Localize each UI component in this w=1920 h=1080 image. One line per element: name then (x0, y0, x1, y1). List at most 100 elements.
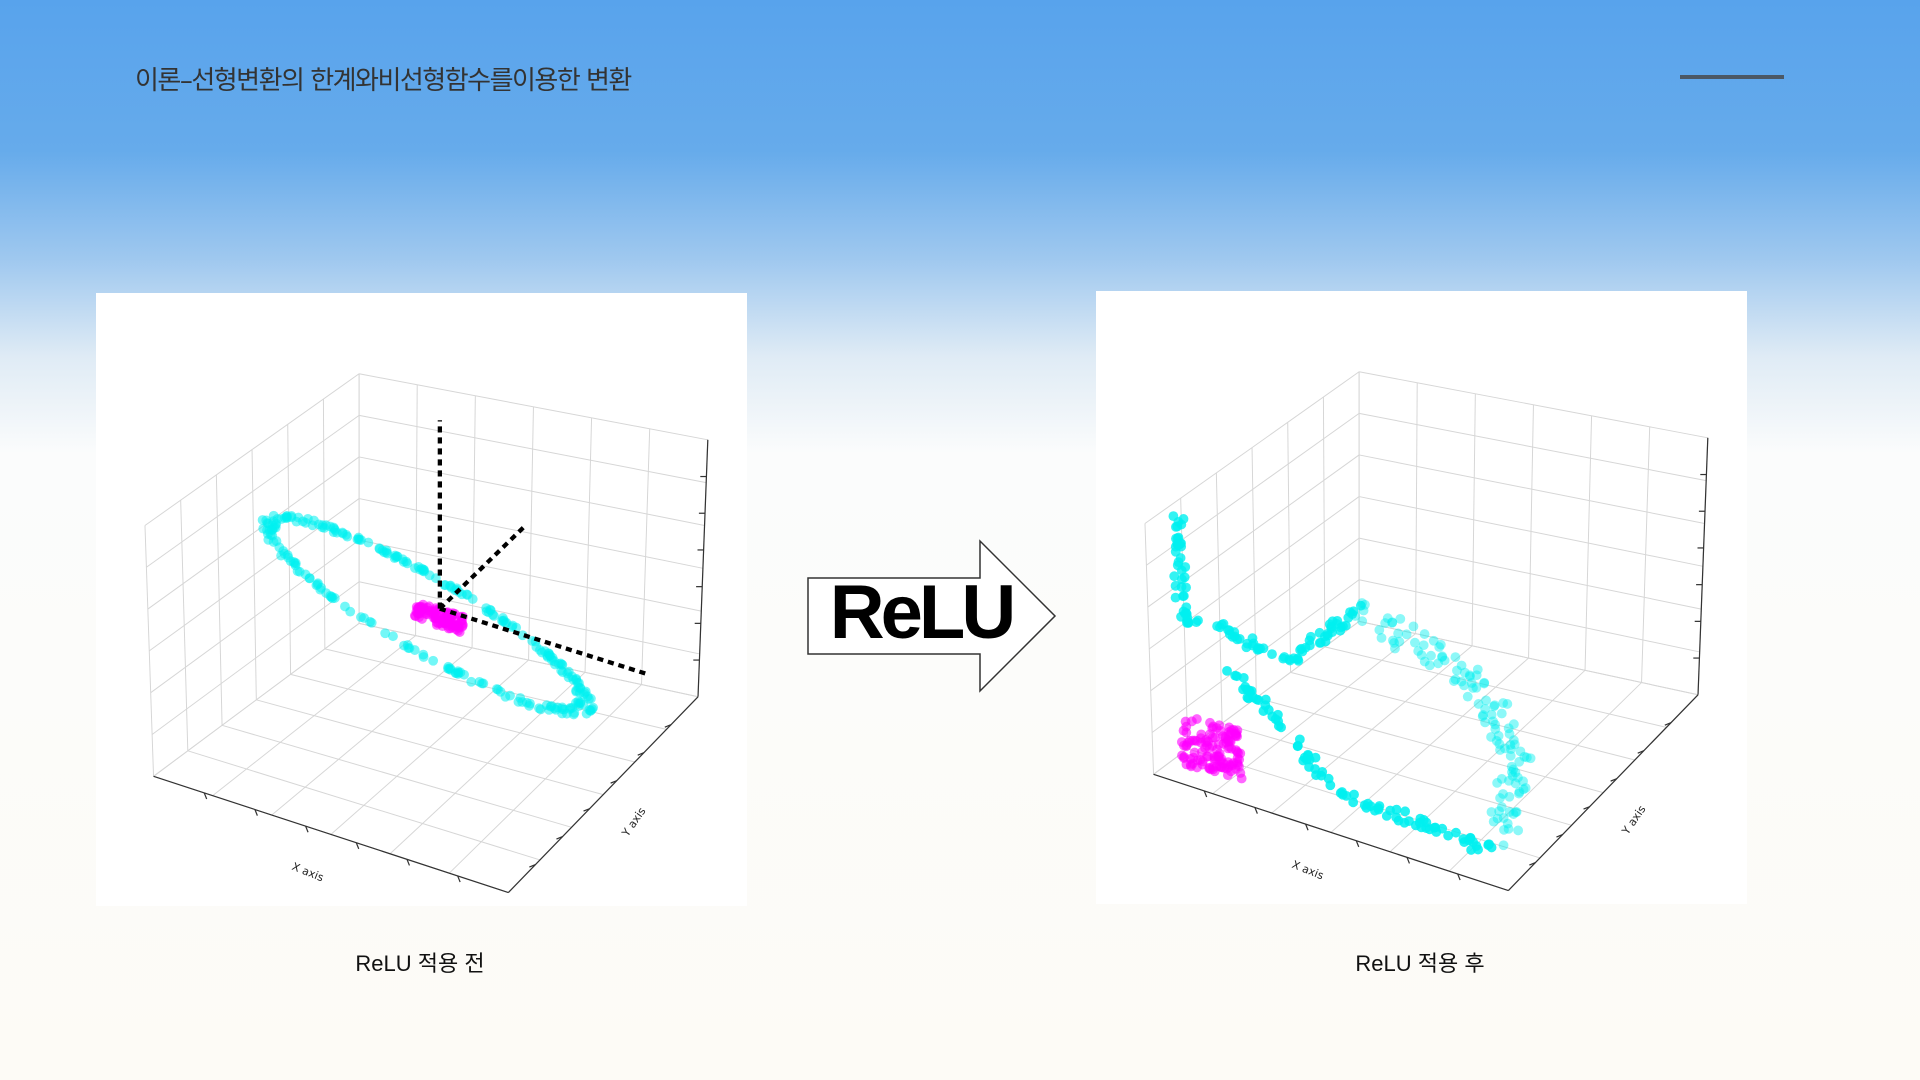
point (1479, 677, 1490, 688)
point (1496, 802, 1507, 812)
point (1492, 813, 1503, 824)
point (1331, 619, 1342, 629)
point (564, 704, 575, 714)
point (1242, 692, 1253, 703)
point (356, 535, 366, 545)
point (380, 628, 391, 639)
point (575, 683, 586, 694)
point (1510, 807, 1521, 818)
x-axis-label: X axis (1290, 858, 1326, 883)
point (1258, 706, 1269, 716)
point (1253, 695, 1264, 706)
point (1505, 750, 1516, 761)
point (1450, 652, 1461, 662)
grid-line (1144, 371, 1360, 524)
tick (583, 808, 590, 812)
point (1459, 667, 1470, 678)
point (584, 705, 595, 715)
point (1192, 755, 1203, 766)
tick (1355, 840, 1360, 848)
point (1450, 674, 1461, 685)
plot-3d: X axis Y axis (144, 373, 709, 894)
tick (1610, 778, 1617, 782)
point (1408, 621, 1419, 632)
tick (664, 724, 672, 728)
slide-title: 이론–선형변환의 한계와비선형함수를이용한 변환 (135, 66, 632, 96)
point (1500, 743, 1510, 754)
grid-line (144, 373, 360, 526)
point (428, 655, 439, 666)
point (1388, 635, 1398, 646)
point (1456, 676, 1467, 687)
point (1439, 655, 1450, 666)
point (1205, 717, 1215, 728)
plot-panel: X axis Y axis (1096, 291, 1747, 904)
point (1413, 646, 1424, 656)
point (501, 617, 512, 628)
point (505, 690, 515, 701)
arrow-label: ReLU (830, 570, 1013, 655)
point (1510, 778, 1521, 789)
point (1519, 751, 1530, 762)
point (1514, 756, 1525, 767)
point (1173, 557, 1184, 568)
point (1347, 609, 1358, 620)
point (1391, 804, 1402, 815)
point (563, 666, 574, 677)
point (1456, 660, 1467, 671)
point (1480, 704, 1491, 714)
tick (529, 864, 536, 868)
point (568, 674, 579, 685)
point (1170, 580, 1181, 591)
y-axis-label: Y axis (1619, 803, 1649, 838)
point (1395, 613, 1406, 624)
point (1496, 773, 1507, 784)
point (312, 579, 323, 590)
point (1210, 732, 1220, 743)
grid-line (1287, 422, 1292, 673)
point (1492, 778, 1503, 788)
point (547, 652, 558, 663)
point (1236, 773, 1247, 784)
point (1285, 655, 1295, 666)
tick (1305, 823, 1309, 831)
point (1315, 637, 1326, 648)
direction-line (439, 606, 647, 676)
grid-line (359, 414, 707, 484)
point (552, 702, 563, 713)
point (1489, 700, 1500, 711)
point (1179, 752, 1190, 762)
point (1504, 728, 1515, 739)
caption: ReLU 적용 전 (355, 951, 485, 976)
point (1419, 656, 1430, 667)
point (1437, 651, 1448, 662)
direction-line (438, 522, 529, 611)
point (1465, 671, 1475, 682)
point (1488, 816, 1499, 827)
point (1503, 824, 1514, 834)
point (466, 676, 477, 687)
point (1292, 653, 1303, 664)
point (1508, 735, 1519, 746)
point (1325, 780, 1336, 791)
point (1498, 789, 1508, 799)
point (321, 520, 331, 530)
point (1499, 824, 1509, 835)
point (1468, 837, 1479, 847)
point (1443, 830, 1454, 841)
point (1491, 736, 1502, 746)
arrow: ReLU (807, 539, 1057, 693)
point (1175, 538, 1186, 549)
point (1477, 711, 1488, 722)
tick (1254, 807, 1258, 814)
point (1202, 751, 1213, 762)
point (1481, 695, 1491, 706)
axis-line (697, 439, 709, 697)
point (1495, 793, 1505, 803)
point (1506, 761, 1517, 772)
point (1232, 759, 1243, 770)
point (544, 704, 555, 715)
point (1428, 635, 1439, 646)
grid (144, 373, 709, 894)
point (1508, 809, 1519, 819)
